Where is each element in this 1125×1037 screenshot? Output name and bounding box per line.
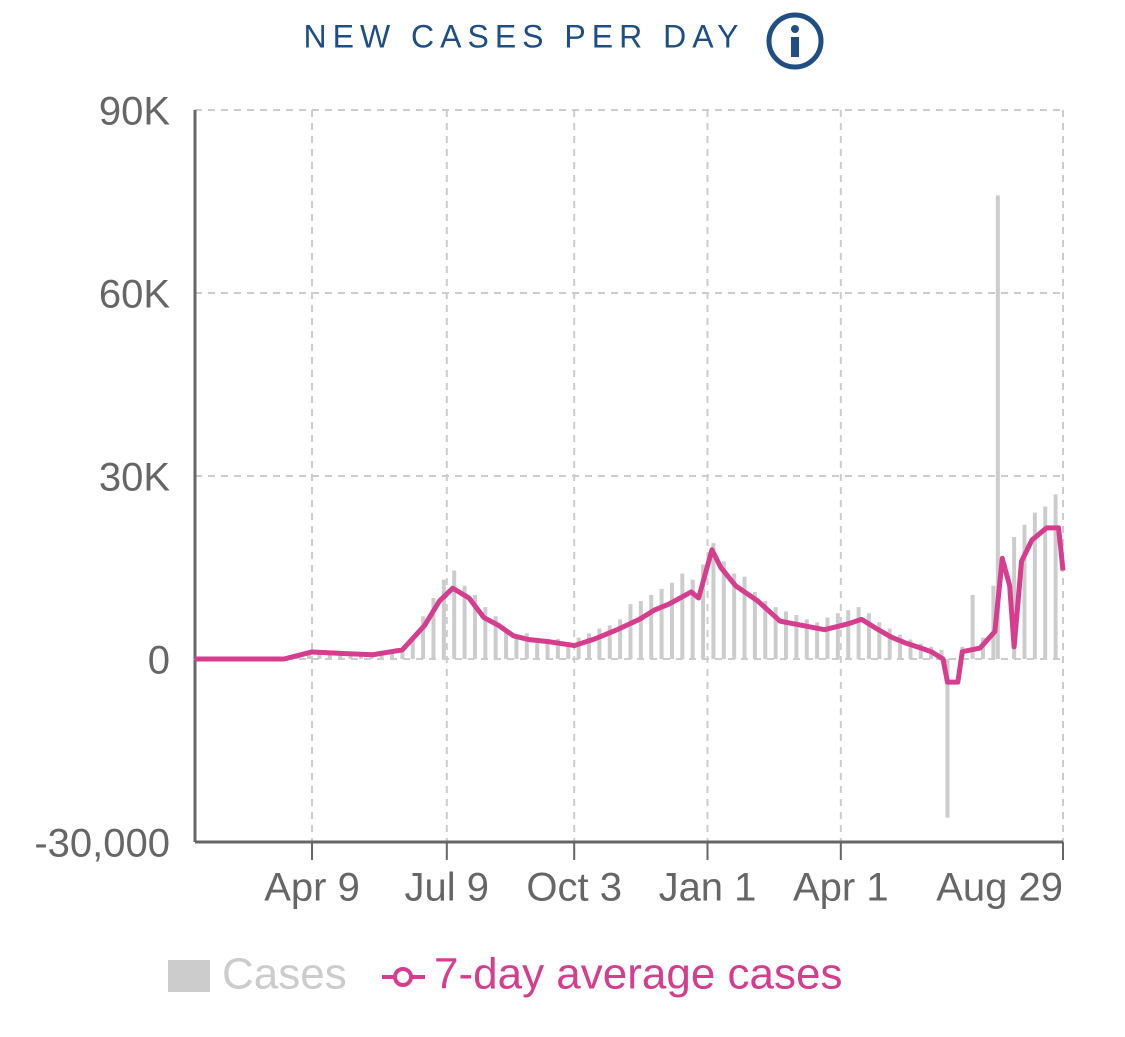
bar bbox=[483, 607, 488, 659]
bar bbox=[945, 659, 950, 818]
bar bbox=[721, 561, 726, 659]
bar bbox=[877, 622, 882, 659]
bar bbox=[918, 643, 923, 659]
bar bbox=[587, 633, 592, 659]
y-tick-label: 90K bbox=[99, 90, 170, 134]
bar bbox=[995, 195, 1000, 659]
bar bbox=[804, 619, 809, 659]
bar bbox=[680, 573, 685, 659]
bar bbox=[939, 649, 944, 659]
bar bbox=[763, 601, 768, 659]
bar bbox=[908, 639, 913, 659]
bar bbox=[846, 610, 851, 659]
x-tick-label: Jan 1 bbox=[659, 866, 757, 910]
bar bbox=[970, 594, 975, 659]
bar bbox=[752, 591, 757, 659]
bar bbox=[825, 617, 830, 659]
bar bbox=[669, 582, 674, 659]
bar bbox=[887, 628, 892, 659]
bar bbox=[535, 637, 540, 659]
bar bbox=[1053, 494, 1058, 659]
bar bbox=[431, 598, 436, 659]
bar bbox=[607, 625, 612, 659]
x-tick-label: Apr 1 bbox=[793, 866, 889, 910]
bar bbox=[732, 573, 737, 659]
bar bbox=[327, 652, 332, 659]
bar bbox=[794, 615, 799, 659]
bar bbox=[1022, 524, 1027, 659]
bar bbox=[784, 611, 789, 659]
bar bbox=[690, 579, 695, 659]
bar bbox=[348, 654, 353, 659]
bar bbox=[462, 585, 467, 659]
bar bbox=[597, 628, 602, 659]
legend-label: Cases bbox=[222, 950, 347, 999]
bar bbox=[338, 653, 343, 659]
bar bbox=[898, 634, 903, 659]
y-tick-label: 30K bbox=[99, 456, 170, 500]
bar bbox=[576, 637, 581, 659]
x-tick-label: Aug 29 bbox=[936, 866, 1063, 910]
bar bbox=[504, 628, 509, 659]
legend-marker bbox=[393, 967, 413, 987]
info-icon[interactable] bbox=[766, 12, 824, 70]
y-tick-label: 60K bbox=[99, 273, 170, 317]
bar bbox=[441, 579, 446, 659]
bar bbox=[1043, 506, 1048, 659]
bar bbox=[1012, 537, 1017, 659]
y-tick-label: -30,000 bbox=[34, 822, 170, 866]
bar bbox=[400, 649, 405, 659]
bar bbox=[773, 607, 778, 659]
bar bbox=[638, 601, 643, 659]
x-tick-label: Oct 3 bbox=[526, 866, 622, 910]
bar bbox=[649, 594, 654, 659]
legend-label: 7-day average cases bbox=[434, 950, 842, 999]
bar bbox=[1032, 512, 1037, 659]
legend-swatch bbox=[168, 960, 210, 992]
bar bbox=[835, 613, 840, 659]
bar bbox=[545, 639, 550, 659]
bar bbox=[379, 653, 384, 659]
bar bbox=[711, 543, 716, 659]
bar bbox=[566, 641, 571, 659]
y-tick-label: 0 bbox=[148, 639, 170, 683]
bar bbox=[390, 652, 395, 659]
bar bbox=[410, 637, 415, 659]
bar bbox=[555, 638, 560, 659]
bar bbox=[524, 633, 529, 659]
bar bbox=[866, 613, 871, 659]
bar bbox=[317, 651, 322, 659]
bar bbox=[493, 616, 498, 659]
bar bbox=[701, 564, 706, 659]
bar bbox=[815, 622, 820, 659]
x-tick-label: Jul 9 bbox=[405, 866, 490, 910]
chart-title: NEW CASES PER DAY bbox=[303, 18, 744, 54]
bar bbox=[472, 594, 477, 659]
bar bbox=[452, 570, 457, 659]
bar bbox=[856, 607, 861, 659]
bar bbox=[659, 588, 664, 659]
bar bbox=[618, 619, 623, 659]
bar bbox=[628, 604, 633, 659]
bar bbox=[742, 576, 747, 659]
bar bbox=[514, 634, 519, 659]
average-line bbox=[195, 525, 1066, 685]
x-tick-label: Apr 9 bbox=[264, 866, 360, 910]
bar bbox=[421, 616, 426, 659]
bar bbox=[358, 654, 363, 659]
